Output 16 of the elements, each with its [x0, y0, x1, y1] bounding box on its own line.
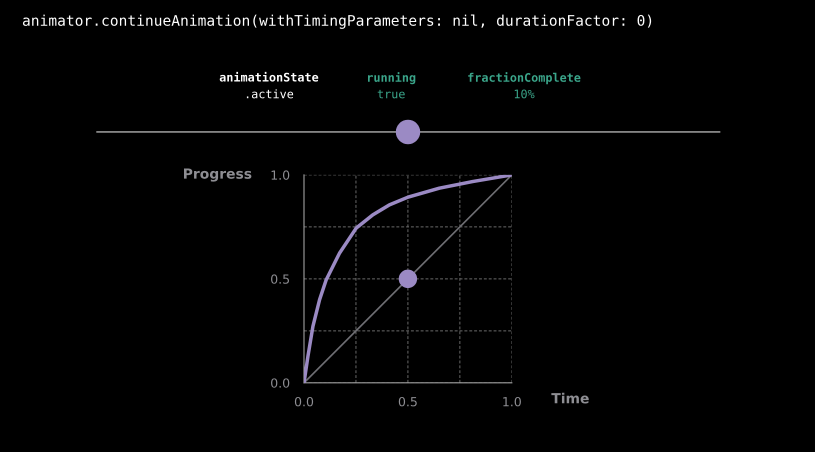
y-tick-label: 0.5	[271, 274, 290, 284]
x-tick-label: 0.0	[294, 396, 314, 406]
text: running	[368, 72, 416, 84]
line-series	[304, 174, 512, 383]
x-tick-label: 1.0	[503, 396, 521, 406]
x-tick-label: 0.5	[398, 396, 417, 406]
text: fractionComplete	[468, 72, 580, 84]
text: 10%	[514, 89, 535, 98]
y-axis-title: Progress	[184, 168, 252, 182]
y-tick-label: 0.0	[271, 378, 290, 388]
y-tick-label: 1.0	[272, 170, 290, 180]
x-axis-title: Time	[551, 392, 589, 404]
text: .active	[246, 89, 294, 98]
chart-title: animator.continueAnimation(withTimingParameters: nil, durationFactor: 0)	[22, 14, 652, 29]
text: animationState	[220, 72, 318, 82]
text: true	[378, 90, 405, 98]
